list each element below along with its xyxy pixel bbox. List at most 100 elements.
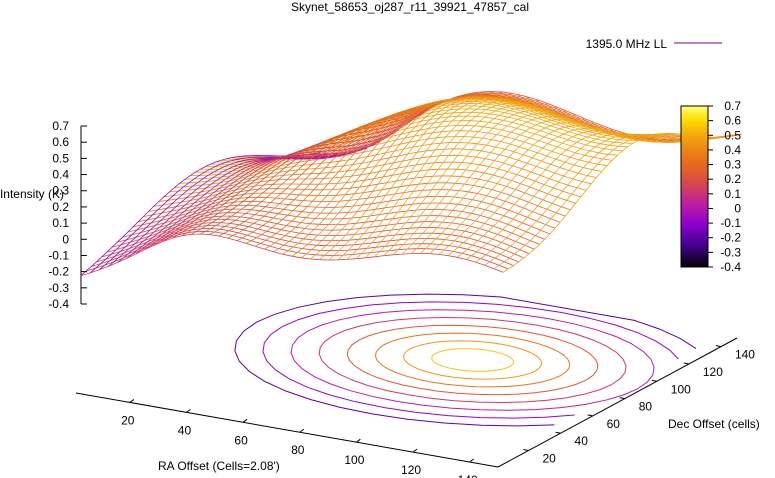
contour-line (318, 316, 627, 404)
contour-line (403, 340, 543, 380)
colorbar-tick-label: -0.4 (720, 260, 741, 274)
y-tick-label: 40 (575, 434, 589, 448)
colorbar-tick-label: 0.2 (724, 172, 741, 186)
mesh-line (411, 119, 651, 254)
z-tick-labels: 0.7 0.6 0.5 0.4 0.3 0.2 0.1 0 -0.1 -0.2 -0.3 -0.4 (48, 119, 87, 311)
mesh-line (447, 130, 688, 256)
colorbar-tick-label: 0.6 (724, 114, 741, 128)
x-axis-label: RA Offset (Cells=2.08') (158, 459, 280, 473)
y-axis-label: Dec Offset (cells) (668, 417, 760, 431)
mesh-line (456, 131, 697, 258)
surface-mesh (80, 91, 743, 276)
y-tick-labels: 20 40 60 80 100 120 140 (523, 345, 755, 466)
y-tick-label: 120 (703, 365, 723, 379)
base-plane (75, 126, 738, 468)
contour-line (346, 324, 599, 396)
mesh-line (144, 138, 385, 250)
x-tick-labels: 20 40 60 80 100 120 140 (121, 399, 478, 478)
z-tick-label: -0.1 (48, 248, 69, 262)
y-tick-label: 80 (639, 400, 653, 414)
x-tick-label: 80 (291, 443, 305, 457)
colorbar-tick-label: -0.2 (720, 231, 741, 245)
x-tick-mark (129, 399, 135, 403)
y-tick-label: 60 (607, 417, 621, 431)
colorbar-ticks: 0.70.60.50.40.30.20.10-0.1-0.2-0.3-0.4 (708, 99, 741, 274)
mesh-line (117, 212, 540, 245)
mesh-line (181, 113, 422, 237)
mesh-line (80, 152, 321, 276)
mesh-line (154, 132, 394, 246)
mesh-line (117, 151, 357, 263)
colorbar-tick-label: 0.5 (724, 128, 741, 142)
y-tick-label: 140 (735, 348, 755, 362)
z-tick-label: 0.1 (52, 216, 69, 230)
mesh-line (466, 133, 706, 260)
x-tick-label: 20 (121, 413, 135, 427)
z-tick-label: 0.4 (52, 168, 69, 182)
legend: 1395.0 MHz LL (586, 37, 722, 51)
z-tick-label: -0.3 (48, 281, 69, 295)
contour-lines (234, 293, 697, 427)
mesh-line (475, 134, 715, 263)
x-axis-line (75, 392, 499, 468)
mesh-line (438, 127, 678, 255)
z-tick-label: 0.6 (52, 135, 69, 149)
x-tick-label: 140 (458, 473, 478, 478)
z-tick-label: 0 (62, 232, 69, 246)
y-tick-mark (715, 345, 722, 348)
mesh-line (126, 147, 367, 259)
y-tick-mark (555, 431, 561, 434)
mesh-line (135, 143, 376, 255)
y-tick-mark (523, 449, 529, 452)
x-tick-label: 40 (178, 423, 192, 437)
x-tick-mark (469, 458, 474, 463)
x-tick-mark (242, 418, 248, 423)
y-tick-label: 100 (671, 382, 691, 396)
y-tick-label: 20 (542, 452, 556, 466)
x-tick-label: 60 (234, 433, 248, 447)
x-tick-mark (299, 428, 305, 433)
mesh-line (227, 93, 467, 239)
contour-line (290, 309, 655, 411)
y-tick-mark (683, 362, 689, 365)
mesh-line (190, 108, 431, 235)
contour-line (374, 332, 571, 388)
chart-title: Skynet_58653_oj287_r11_39921_47857_cal (291, 0, 529, 14)
x-tick-mark (186, 408, 191, 413)
colorbar-gradient (680, 105, 709, 268)
y-tick-mark (619, 397, 625, 400)
contour-line (234, 293, 697, 427)
z-tick-label: -0.2 (48, 265, 69, 279)
mesh-line (209, 99, 449, 235)
x-tick-label: 120 (401, 463, 421, 477)
mesh-line (96, 225, 519, 263)
mesh-line (163, 126, 403, 242)
colorbar-tick-label: 0.3 (724, 158, 741, 172)
contour-line (431, 348, 515, 372)
z-tick-label: 0.3 (52, 184, 69, 198)
colorbar-tick-label: -0.1 (720, 216, 741, 230)
mesh-line (172, 120, 412, 239)
z-tick-label: 0.5 (52, 151, 69, 165)
x-tick-mark (412, 448, 418, 453)
y-axis-line (497, 337, 738, 468)
contour-line (262, 301, 679, 419)
y-tick-mark (651, 379, 657, 382)
colorbar-tick-label: 0.4 (724, 143, 741, 157)
mesh-line (429, 125, 669, 254)
colorbar-tick-label: -0.3 (720, 245, 741, 259)
mesh-line (245, 91, 486, 244)
legend-label: 1395.0 MHz LL (586, 37, 668, 51)
z-tick-label: 0.7 (52, 119, 69, 133)
mesh-line (108, 152, 348, 267)
x-tick-mark (356, 438, 361, 443)
x-tick-label: 100 (344, 453, 364, 467)
colorbar-tick-label: 0 (734, 201, 741, 215)
colorbar: 0.70.60.50.40.30.20.10-0.1-0.2-0.3-0.4 (680, 99, 741, 274)
mesh-line (86, 230, 509, 272)
colorbar-tick-label: 0.7 (724, 99, 741, 113)
y-tick-mark (587, 414, 593, 417)
colorbar-tick-label: 0.1 (724, 187, 741, 201)
